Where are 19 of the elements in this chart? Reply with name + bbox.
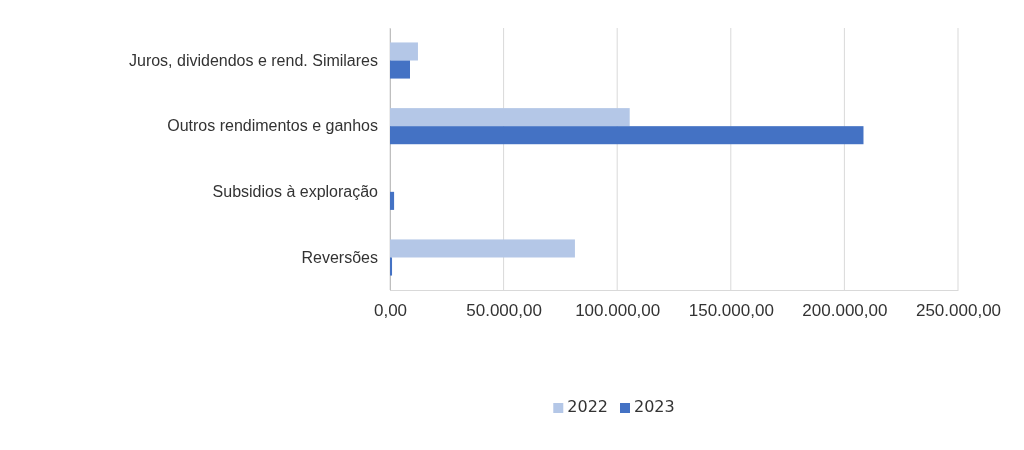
bar <box>390 126 864 145</box>
bar <box>390 42 418 61</box>
bar <box>390 191 395 210</box>
y-tick-label: Outros rendimentos e ganhos <box>167 117 378 135</box>
x-tick-label: 100.000,00 <box>575 301 661 321</box>
y-tick-label: Juros, dividendos e rend. Similares <box>128 51 378 69</box>
x-tick-label: 200.000,00 <box>802 301 888 321</box>
x-tick-label: 150.000,00 <box>688 301 774 321</box>
bar <box>390 239 575 258</box>
bar <box>390 257 393 276</box>
y-tick-label: Reversões <box>301 248 378 266</box>
bar <box>390 108 630 127</box>
x-tick-label: 250.000,00 <box>915 301 1002 321</box>
y-tick-label: Subsidios à exploração <box>212 182 379 200</box>
bar <box>390 60 410 79</box>
x-tick-label: 0,00 <box>373 301 408 321</box>
x-tick-label: 50.000,00 <box>466 301 542 321</box>
legend-label: 2023 <box>634 397 675 416</box>
legend-label: 2022 <box>567 397 608 416</box>
